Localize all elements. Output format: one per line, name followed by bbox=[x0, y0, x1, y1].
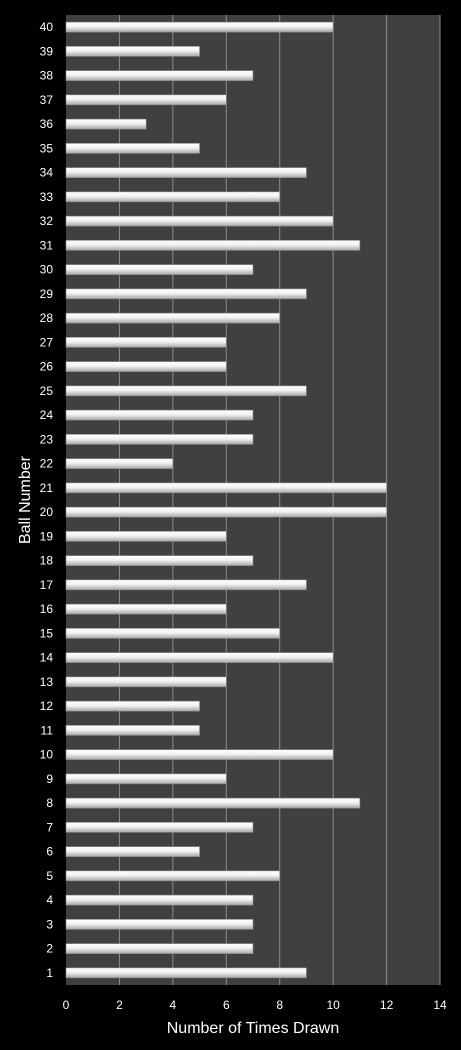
bar-ball-13 bbox=[65, 676, 227, 688]
bar-ball-3 bbox=[65, 919, 254, 930]
y-tick-labels: 1234567891011121314151617181920212223242… bbox=[40, 20, 54, 980]
bar-ball-23 bbox=[65, 434, 254, 445]
bar-ball-32 bbox=[65, 215, 334, 227]
y-tick-label: 2 bbox=[46, 942, 53, 956]
y-tick-label: 6 bbox=[46, 845, 53, 859]
bar-ball-12 bbox=[65, 700, 200, 712]
y-tick-label: 39 bbox=[40, 44, 54, 58]
y-tick-label: 35 bbox=[40, 141, 54, 155]
y-tick-label: 40 bbox=[40, 20, 54, 34]
x-tick-label: 4 bbox=[170, 998, 177, 1012]
y-tick-label: 11 bbox=[41, 723, 54, 737]
y-tick-label: 28 bbox=[40, 311, 54, 325]
bar-ball-21 bbox=[65, 482, 387, 494]
y-axis-label: Ball Number bbox=[17, 455, 34, 544]
y-tick-label: 27 bbox=[40, 335, 54, 349]
y-tick-label: 29 bbox=[40, 287, 54, 301]
y-tick-label: 1 bbox=[46, 966, 53, 980]
y-tick-label: 12 bbox=[40, 699, 54, 713]
y-tick-label: 3 bbox=[46, 917, 53, 931]
y-tick-label: 37 bbox=[40, 93, 54, 107]
bar-ball-35 bbox=[65, 143, 200, 154]
bar-ball-30 bbox=[65, 264, 254, 275]
bar-ball-15 bbox=[65, 628, 281, 639]
y-tick-label: 30 bbox=[40, 263, 54, 277]
y-tick-label: 14 bbox=[40, 651, 54, 665]
y-tick-label: 22 bbox=[40, 457, 54, 471]
bar-ball-11 bbox=[65, 725, 200, 736]
x-tick-label: 10 bbox=[326, 998, 340, 1012]
bar-ball-36 bbox=[65, 118, 147, 130]
x-tick-label: 14 bbox=[433, 998, 447, 1012]
bar-ball-27 bbox=[65, 337, 227, 348]
bar-ball-16 bbox=[65, 603, 227, 615]
y-tick-label: 18 bbox=[40, 554, 54, 568]
y-tick-label: 24 bbox=[40, 408, 54, 422]
y-tick-label: 34 bbox=[40, 166, 54, 180]
y-tick-label: 16 bbox=[40, 602, 54, 616]
y-tick-label: 26 bbox=[40, 360, 54, 374]
x-tick-label: 0 bbox=[63, 998, 70, 1012]
y-tick-label: 38 bbox=[40, 69, 54, 83]
bar-ball-29 bbox=[65, 288, 307, 300]
bar-ball-5 bbox=[65, 870, 281, 882]
bars bbox=[65, 21, 387, 979]
y-tick-label: 13 bbox=[40, 675, 54, 689]
y-tick-label: 15 bbox=[40, 626, 54, 640]
plot-area bbox=[66, 15, 440, 985]
y-tick-label: 4 bbox=[46, 893, 53, 907]
y-tick-label: 9 bbox=[46, 772, 53, 786]
bar-ball-14 bbox=[65, 652, 334, 663]
bar-ball-40 bbox=[65, 21, 334, 33]
bar-ball-28 bbox=[65, 312, 281, 324]
y-tick-label: 21 bbox=[40, 481, 54, 495]
y-tick-label: 5 bbox=[46, 869, 53, 883]
x-axis-label: Number of Times Drawn bbox=[167, 1020, 340, 1037]
bar-ball-33 bbox=[65, 191, 281, 203]
x-tick-label: 6 bbox=[223, 998, 230, 1012]
y-tick-label: 10 bbox=[40, 748, 54, 762]
bar-ball-6 bbox=[65, 846, 200, 857]
y-tick-label: 20 bbox=[40, 505, 54, 519]
y-tick-label: 17 bbox=[40, 578, 54, 592]
bar-ball-7 bbox=[65, 822, 254, 833]
bar-ball-22 bbox=[65, 458, 174, 469]
bar-ball-19 bbox=[65, 531, 227, 542]
bar-ball-24 bbox=[65, 409, 254, 421]
x-tick-label: 8 bbox=[276, 998, 283, 1012]
y-tick-label: 25 bbox=[40, 384, 54, 398]
bar-ball-2 bbox=[65, 943, 254, 954]
bar-ball-39 bbox=[65, 46, 200, 57]
bar-ball-26 bbox=[65, 361, 227, 372]
y-tick-label: 8 bbox=[46, 796, 53, 810]
y-tick-label: 32 bbox=[40, 214, 54, 228]
y-tick-label: 31 bbox=[40, 238, 54, 252]
x-tick-label: 12 bbox=[380, 998, 394, 1012]
bar-ball-10 bbox=[65, 749, 334, 760]
bar-ball-9 bbox=[65, 773, 227, 785]
y-tick-label: 19 bbox=[40, 529, 54, 543]
y-tick-label: 23 bbox=[40, 432, 54, 446]
y-tick-label: 7 bbox=[46, 820, 53, 834]
x-tick-label: 2 bbox=[116, 998, 123, 1012]
bar-ball-8 bbox=[65, 797, 361, 809]
bar-ball-34 bbox=[65, 167, 307, 178]
y-tick-label: 33 bbox=[40, 190, 54, 204]
x-tick-labels: 0 2 4 6 8 10 12 14 bbox=[63, 998, 447, 1012]
bar-ball-25 bbox=[65, 385, 307, 397]
bar-ball-37 bbox=[65, 94, 227, 106]
bar-ball-18 bbox=[65, 555, 254, 566]
bar-ball-20 bbox=[65, 506, 387, 518]
bar-ball-17 bbox=[65, 579, 307, 591]
bar-ball-31 bbox=[65, 240, 361, 251]
y-tick-label: 36 bbox=[40, 117, 54, 131]
bar-ball-1 bbox=[65, 967, 307, 979]
bar-ball-4 bbox=[65, 894, 254, 906]
bar-ball-38 bbox=[65, 70, 254, 81]
